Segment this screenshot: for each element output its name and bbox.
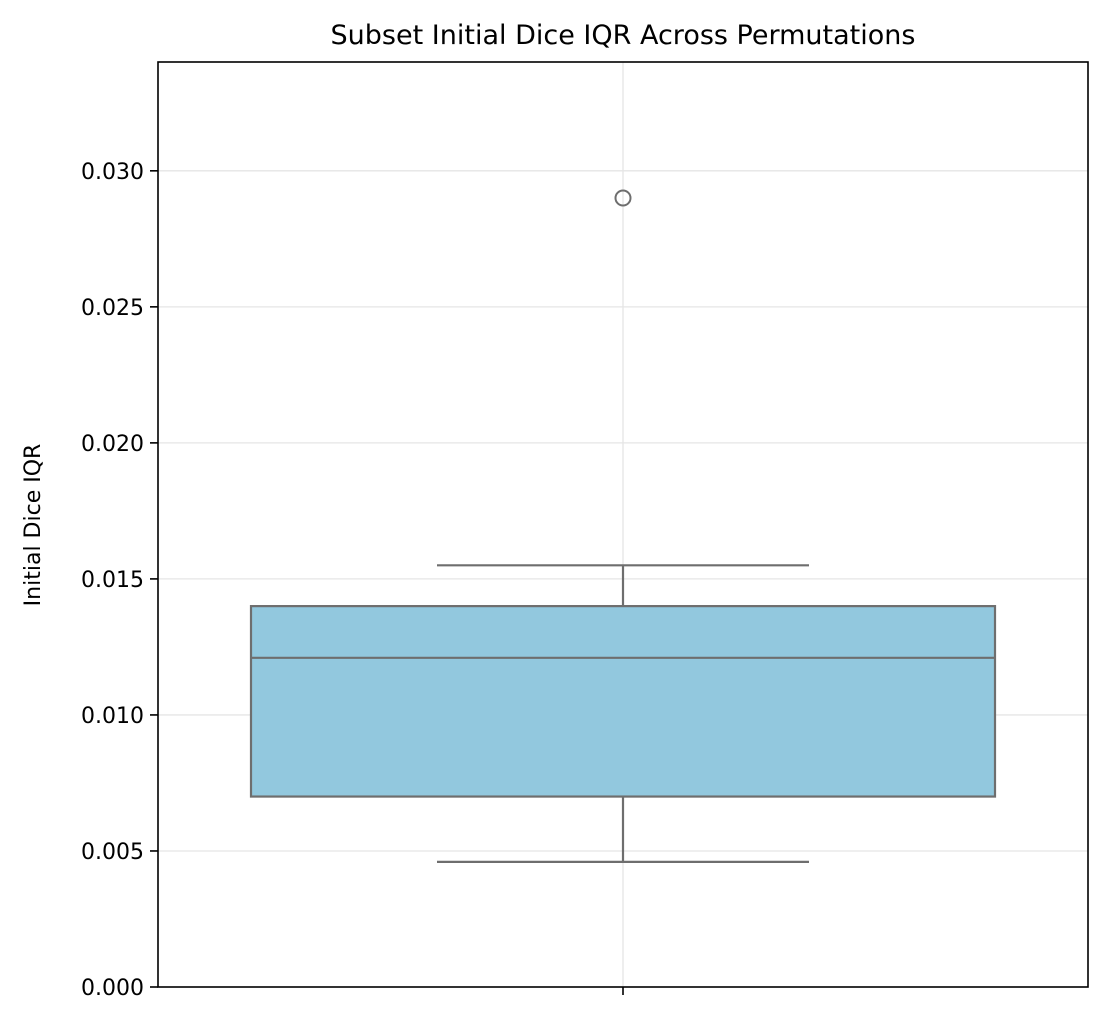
y-axis-label: Initial Dice IQR: [21, 444, 46, 607]
y-tick-label: 0.010: [81, 704, 144, 729]
y-tick-label: 0.000: [81, 976, 144, 1001]
iqr-box: [249, 605, 997, 798]
axes: 0.000 0.005 0.010 0.015 0.020 0.025 0.030: [81, 61, 1089, 1001]
y-tick-label: 0.005: [81, 840, 144, 865]
y-tick-label: 0.020: [81, 432, 144, 457]
y-tick-label: 0.030: [81, 160, 144, 185]
chart-title: Subset Initial Dice IQR Across Permutati…: [331, 20, 916, 51]
y-tick-label: 0.015: [81, 568, 144, 593]
y-tick-label: 0.025: [81, 296, 144, 321]
box-group: [249, 189, 997, 863]
outlier-point: [614, 189, 632, 207]
